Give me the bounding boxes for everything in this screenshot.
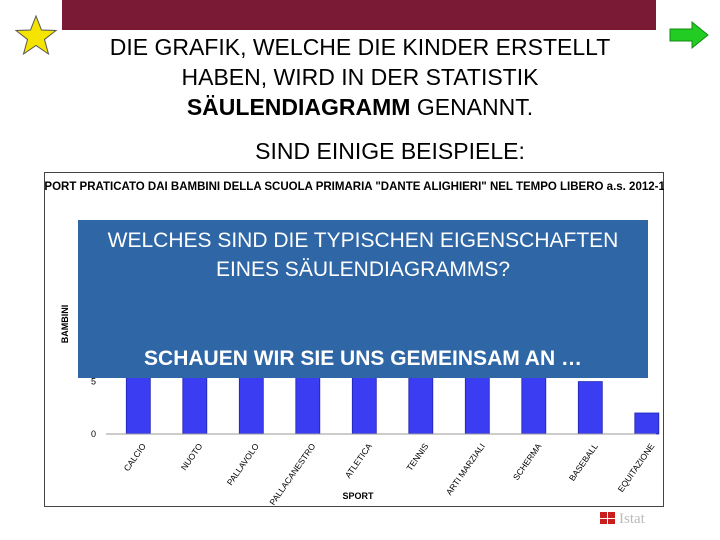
istat-logo-text: Istat <box>619 511 646 524</box>
istat-logo-mark-4 <box>608 519 615 524</box>
headline-line-3: SÄULENDIAGRAMM GENANNT. <box>60 92 660 123</box>
bar-baseball <box>577 381 603 435</box>
examples-heading: SIND EINIGE BEISPIELE: <box>255 138 525 164</box>
headline-line-3-rest: GENANNT. <box>410 94 534 120</box>
chart-xlabel: SPORT <box>342 491 374 501</box>
chart-title: SPORT PRATICATO DAI BAMBINI DELLA SCUOLA… <box>44 181 664 193</box>
ytick-0: 0 <box>91 429 96 439</box>
title-bar <box>62 0 656 30</box>
headline-line-1: DIE GRAFIK, WELCHE DIE KINDER ERSTELLT <box>109 34 611 60</box>
istat-logo-mark-3 <box>600 519 607 524</box>
star-shape <box>14 14 58 56</box>
overlay-question: WELCHES SIND DIE TYPISCHEN EIGENSCHAFTEN… <box>107 229 619 281</box>
istat-logo-mark-1 <box>600 512 607 518</box>
headline-line-2: HABEN, WIRD IN DER STATISTIK <box>181 64 539 90</box>
chart-ylabel: BAMBINI <box>60 305 70 344</box>
istat-logo: Istat <box>600 511 646 524</box>
arrow-shape <box>669 20 709 50</box>
ytick-5: 5 <box>91 377 96 387</box>
headline-bold-term: SÄULENDIAGRAMM <box>186 94 411 120</box>
star-icon[interactable] <box>14 14 58 58</box>
question-overlay: WELCHES SIND DIE TYPISCHEN EIGENSCHAFTEN… <box>78 220 648 378</box>
bar-equitazione <box>634 412 660 435</box>
chart-yticks: 05 <box>91 377 96 439</box>
next-arrow-icon[interactable] <box>668 20 710 50</box>
overlay-lead: SCHAUEN WIR SIE UNS GEMEINSAM AN … <box>144 347 582 370</box>
istat-logo-mark-2 <box>608 512 615 518</box>
